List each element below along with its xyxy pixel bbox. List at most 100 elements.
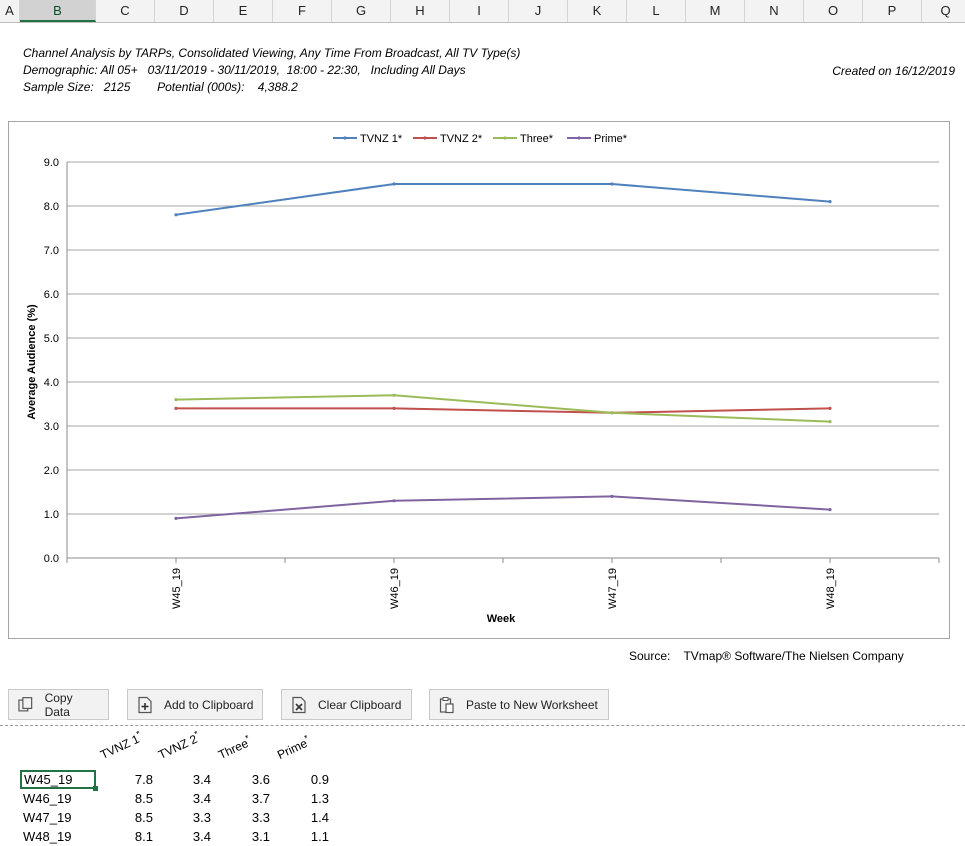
source-note: Source: TVmap® Software/The Nielsen Comp…: [629, 649, 904, 663]
y-tick-label: 4.0: [44, 377, 59, 389]
data-point: [610, 411, 614, 415]
y-tick-label: 8.0: [44, 201, 59, 213]
column-header-f[interactable]: F: [273, 0, 332, 22]
series-line: [175, 394, 831, 423]
column-header-n[interactable]: N: [745, 0, 804, 22]
y-tick-label: 7.0: [44, 245, 59, 257]
table-cell[interactable]: 8.1: [134, 829, 153, 844]
column-header-l[interactable]: L: [627, 0, 686, 22]
y-tick-label: 5.0: [44, 333, 59, 345]
table-header-prime: Prime*: [275, 732, 311, 762]
table-cell[interactable]: 3.4: [192, 772, 211, 787]
table-cell[interactable]: 0.9: [310, 772, 329, 787]
report-sample-size: Sample Size: 2125 Potential (000s): 4,38…: [23, 80, 298, 94]
clear-clipboard-button[interactable]: Clear Clipboard: [281, 689, 412, 720]
data-point: [828, 508, 832, 512]
clear-clipboard-label: Clear Clipboard: [318, 697, 402, 712]
data-point: [610, 182, 614, 186]
data-point: [828, 200, 832, 204]
y-tick-label: 6.0: [44, 289, 59, 301]
x-tick-label: W47_19: [607, 568, 619, 609]
y-tick-label: 0.0: [44, 553, 59, 565]
table-cell[interactable]: 3.7: [251, 791, 270, 806]
column-header-p[interactable]: P: [863, 0, 922, 22]
add-page-icon: [138, 696, 152, 713]
table-cell[interactable]: 1.3: [310, 791, 329, 806]
y-tick-label: 1.0: [44, 509, 59, 521]
column-header-b[interactable]: B: [20, 0, 96, 22]
table-cell[interactable]: 8.5: [134, 810, 153, 825]
report-title: Channel Analysis by TARPs, Consolidated …: [23, 46, 521, 60]
line-chart: 0.0 1.0 2.0 3.0 4.0 5.0 6.0 7.0 8.0 9.0 W45_19 W46…: [26, 133, 940, 625]
table-row-label[interactable]: W45_19: [20, 770, 96, 789]
table-cell[interactable]: 8.5: [134, 791, 153, 806]
table-cell[interactable]: 3.6: [251, 772, 270, 787]
column-header-h[interactable]: H: [391, 0, 450, 22]
table-cell[interactable]: 3.4: [192, 791, 211, 806]
column-header-d[interactable]: D: [155, 0, 214, 22]
table-header-tvnz1: TVNZ 1*: [98, 728, 143, 762]
column-header-g[interactable]: G: [332, 0, 391, 22]
legend-entry: TVNZ 2*: [440, 133, 483, 145]
data-point: [392, 393, 396, 397]
copy-data-label: Copy Data: [44, 690, 73, 719]
data-point: [610, 494, 614, 498]
data-point: [828, 420, 832, 424]
legend-marker: [503, 136, 507, 140]
series-line: [175, 495, 831, 520]
fill-handle[interactable]: [93, 786, 98, 791]
add-to-clipboard-label: Add to Clipboard: [164, 697, 254, 712]
table-cell[interactable]: 7.8: [134, 772, 153, 787]
legend-marker: [423, 136, 427, 140]
table-cell[interactable]: 3.3: [251, 810, 270, 825]
legend-marker: [577, 136, 581, 140]
legend-marker: [343, 136, 347, 140]
legend-entry: Three*: [520, 133, 554, 145]
column-header-c[interactable]: C: [96, 0, 155, 22]
report-demographic: Demographic: All 05+ 03/11/2019 - 30/11/…: [23, 63, 466, 77]
paste-icon: [439, 696, 454, 713]
column-header-a[interactable]: A: [0, 0, 20, 22]
table-cell[interactable]: 3.3: [192, 810, 211, 825]
data-point: [392, 499, 396, 503]
data-point: [392, 182, 396, 186]
y-tick-label: 3.0: [44, 421, 59, 433]
copy-data-button[interactable]: Copy Data: [8, 689, 109, 720]
add-to-clipboard-button[interactable]: Add to Clipboard: [127, 689, 263, 720]
table-cell[interactable]: 3.4: [192, 829, 211, 844]
x-tick-label: W45_19: [171, 568, 183, 609]
column-header-q[interactable]: Q: [922, 0, 965, 22]
y-axis-label: Average Audience (%): [26, 304, 38, 420]
column-header-k[interactable]: K: [568, 0, 627, 22]
table-cell[interactable]: 1.4: [310, 810, 329, 825]
column-header-e[interactable]: E: [214, 0, 273, 22]
x-axis-label: Week: [487, 613, 516, 625]
y-tick-label: 2.0: [44, 465, 59, 477]
copy-icon: [18, 696, 33, 711]
column-header-o[interactable]: O: [804, 0, 863, 22]
table-cell[interactable]: 1.1: [310, 829, 329, 844]
table-row-label[interactable]: W46_19: [23, 791, 72, 806]
x-tick-label: W46_19: [389, 568, 401, 609]
table-cell[interactable]: 3.1: [251, 829, 270, 844]
data-point: [828, 406, 832, 410]
data-point: [174, 398, 178, 402]
series-line: [176, 407, 831, 414]
series-line: [175, 183, 831, 216]
legend-entry: TVNZ 1*: [360, 133, 403, 145]
table-row-label[interactable]: W48_19: [23, 829, 72, 844]
column-header-j[interactable]: J: [509, 0, 568, 22]
legend-entry: Prime*: [594, 133, 628, 145]
clear-page-icon: [292, 696, 306, 713]
paste-to-new-worksheet-button[interactable]: Paste to New Worksheet: [429, 689, 609, 720]
table-row-label[interactable]: W47_19: [23, 810, 72, 825]
data-point: [174, 406, 178, 410]
y-tick-label: 9.0: [44, 157, 59, 169]
created-date: Created on 16/12/2019: [832, 64, 955, 78]
chart-area[interactable]: 0.0 1.0 2.0 3.0 4.0 5.0 6.0 7.0 8.0 9.0 W45_19 W46…: [8, 121, 950, 639]
column-header-m[interactable]: M: [686, 0, 745, 22]
column-header-i[interactable]: I: [450, 0, 509, 22]
section-divider: [0, 725, 965, 726]
data-point: [174, 213, 178, 217]
